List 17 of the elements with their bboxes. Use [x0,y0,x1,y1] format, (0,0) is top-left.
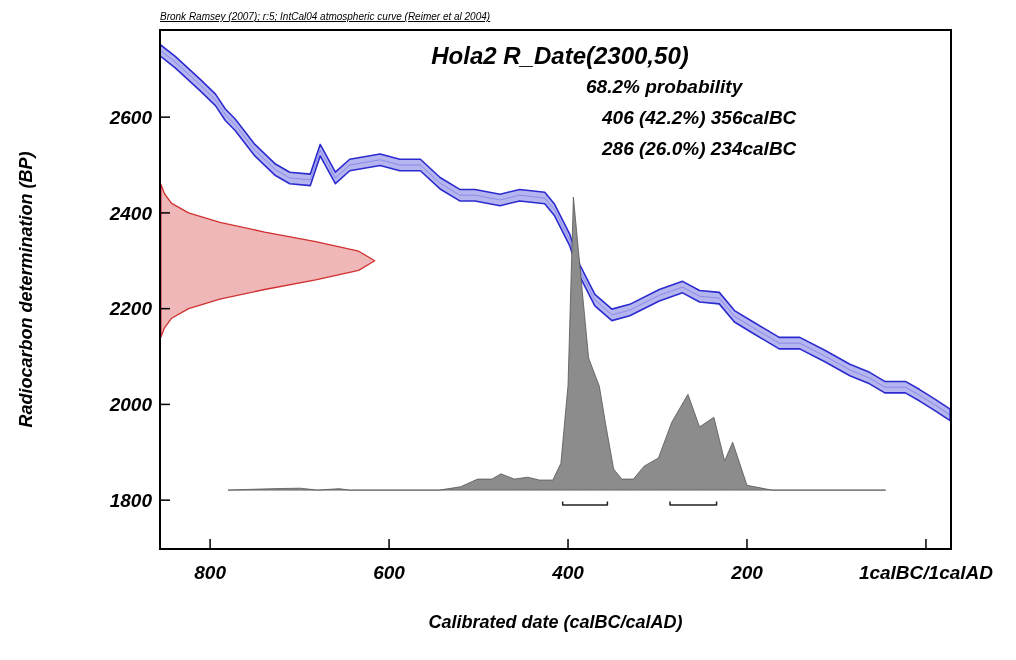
text: Hola2 R_Date(2300,50) [431,42,689,69]
annotation: 68.2% probability [586,76,744,97]
y-tick-label: 2400 [108,202,153,224]
y-tick-label: 2600 [108,106,153,128]
y-tick-label: 2200 [108,298,153,320]
text: Bronk Ramsey (2007); r:5; IntCal04 atmospheric curve (Reimer et al 2004) [160,11,491,22]
x-tick-label: 1calBC/1calAD [858,562,994,583]
x-tick-label: 200 [730,562,764,583]
annotation: 286 (26.0%) 234calBC [601,138,797,159]
x-tick-label: 400 [551,562,585,583]
x-tick-label: 800 [194,562,227,583]
y-axis-title: Radiocarbon determination (BP) [16,151,36,428]
y-tick-label: 2000 [108,394,153,416]
annotation: 406 (42.2%) 356calBC [601,107,797,128]
x-tick-label: 600 [373,562,406,583]
y-tick-label: 1800 [109,489,153,511]
x-axis-title: Calibrated date (calBC/calAD) [428,612,683,632]
